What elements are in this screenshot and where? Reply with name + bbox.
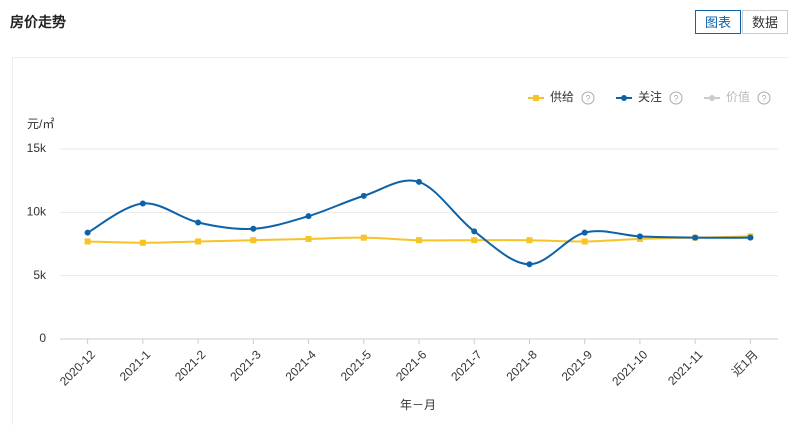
legend-marker [533,95,539,101]
x-tick-label: 2021-5 [338,347,375,384]
help-icon-text: ? [761,93,766,103]
tab-button[interactable]: 数据 [742,10,788,34]
point [250,225,257,232]
point [250,237,257,244]
point [471,237,478,244]
x-tick-label: 2021-1 [117,347,154,384]
point [581,238,588,245]
point [360,234,367,241]
point [360,192,367,199]
point [195,238,202,245]
point [692,234,699,241]
x-tick-label: 2021-3 [227,347,264,384]
x-tick-label: 近1月 [729,347,761,379]
x-tick-label: 2021-7 [448,347,485,384]
point [84,229,91,236]
y-tick-label: 15k [27,141,47,155]
legend-label: 供给 [550,90,574,104]
point [581,229,588,236]
x-tick-label: 2021-8 [503,347,540,384]
series-line [87,179,751,266]
legend-marker [709,95,715,101]
y-axis-label: 元/㎡ [27,117,54,131]
help-icon [581,91,595,105]
y-tick-label: 0 [39,331,46,345]
point [526,261,533,268]
y-tick-label: 10k [27,205,47,219]
help-icon [757,91,771,105]
point [305,213,312,220]
point [636,233,643,240]
point [84,238,91,245]
x-tick-label: 2021-6 [393,347,430,384]
point [139,239,146,246]
x-tick-label: 2021-9 [559,347,596,384]
point [471,228,478,235]
point [195,219,202,226]
x-tick-label: 2021-2 [172,347,209,384]
point [416,178,422,185]
point [747,234,754,241]
legend-label: 关注 [638,89,662,104]
help-icon-text: ? [673,93,678,103]
point [526,237,533,244]
x-tick-label: 2021-10 [609,347,650,388]
point [305,235,312,242]
x-tick-label: 2021-11 [665,347,706,388]
point [139,200,146,207]
x-tick-label: 2021-4 [283,347,320,384]
chart-panel [12,57,789,425]
help-icon-text: ? [585,93,590,103]
help-icon [669,91,683,105]
legend-label: 价值 [726,89,750,104]
point [416,237,422,244]
legend-marker [621,95,627,101]
y-tick-label: 5k [33,268,47,282]
x-tick-label: 2020-12 [57,347,98,388]
page-title: 房价走势 [10,14,66,30]
x-axis-label: 年－月 [400,398,436,412]
tab-button[interactable]: 图表 [695,10,741,34]
